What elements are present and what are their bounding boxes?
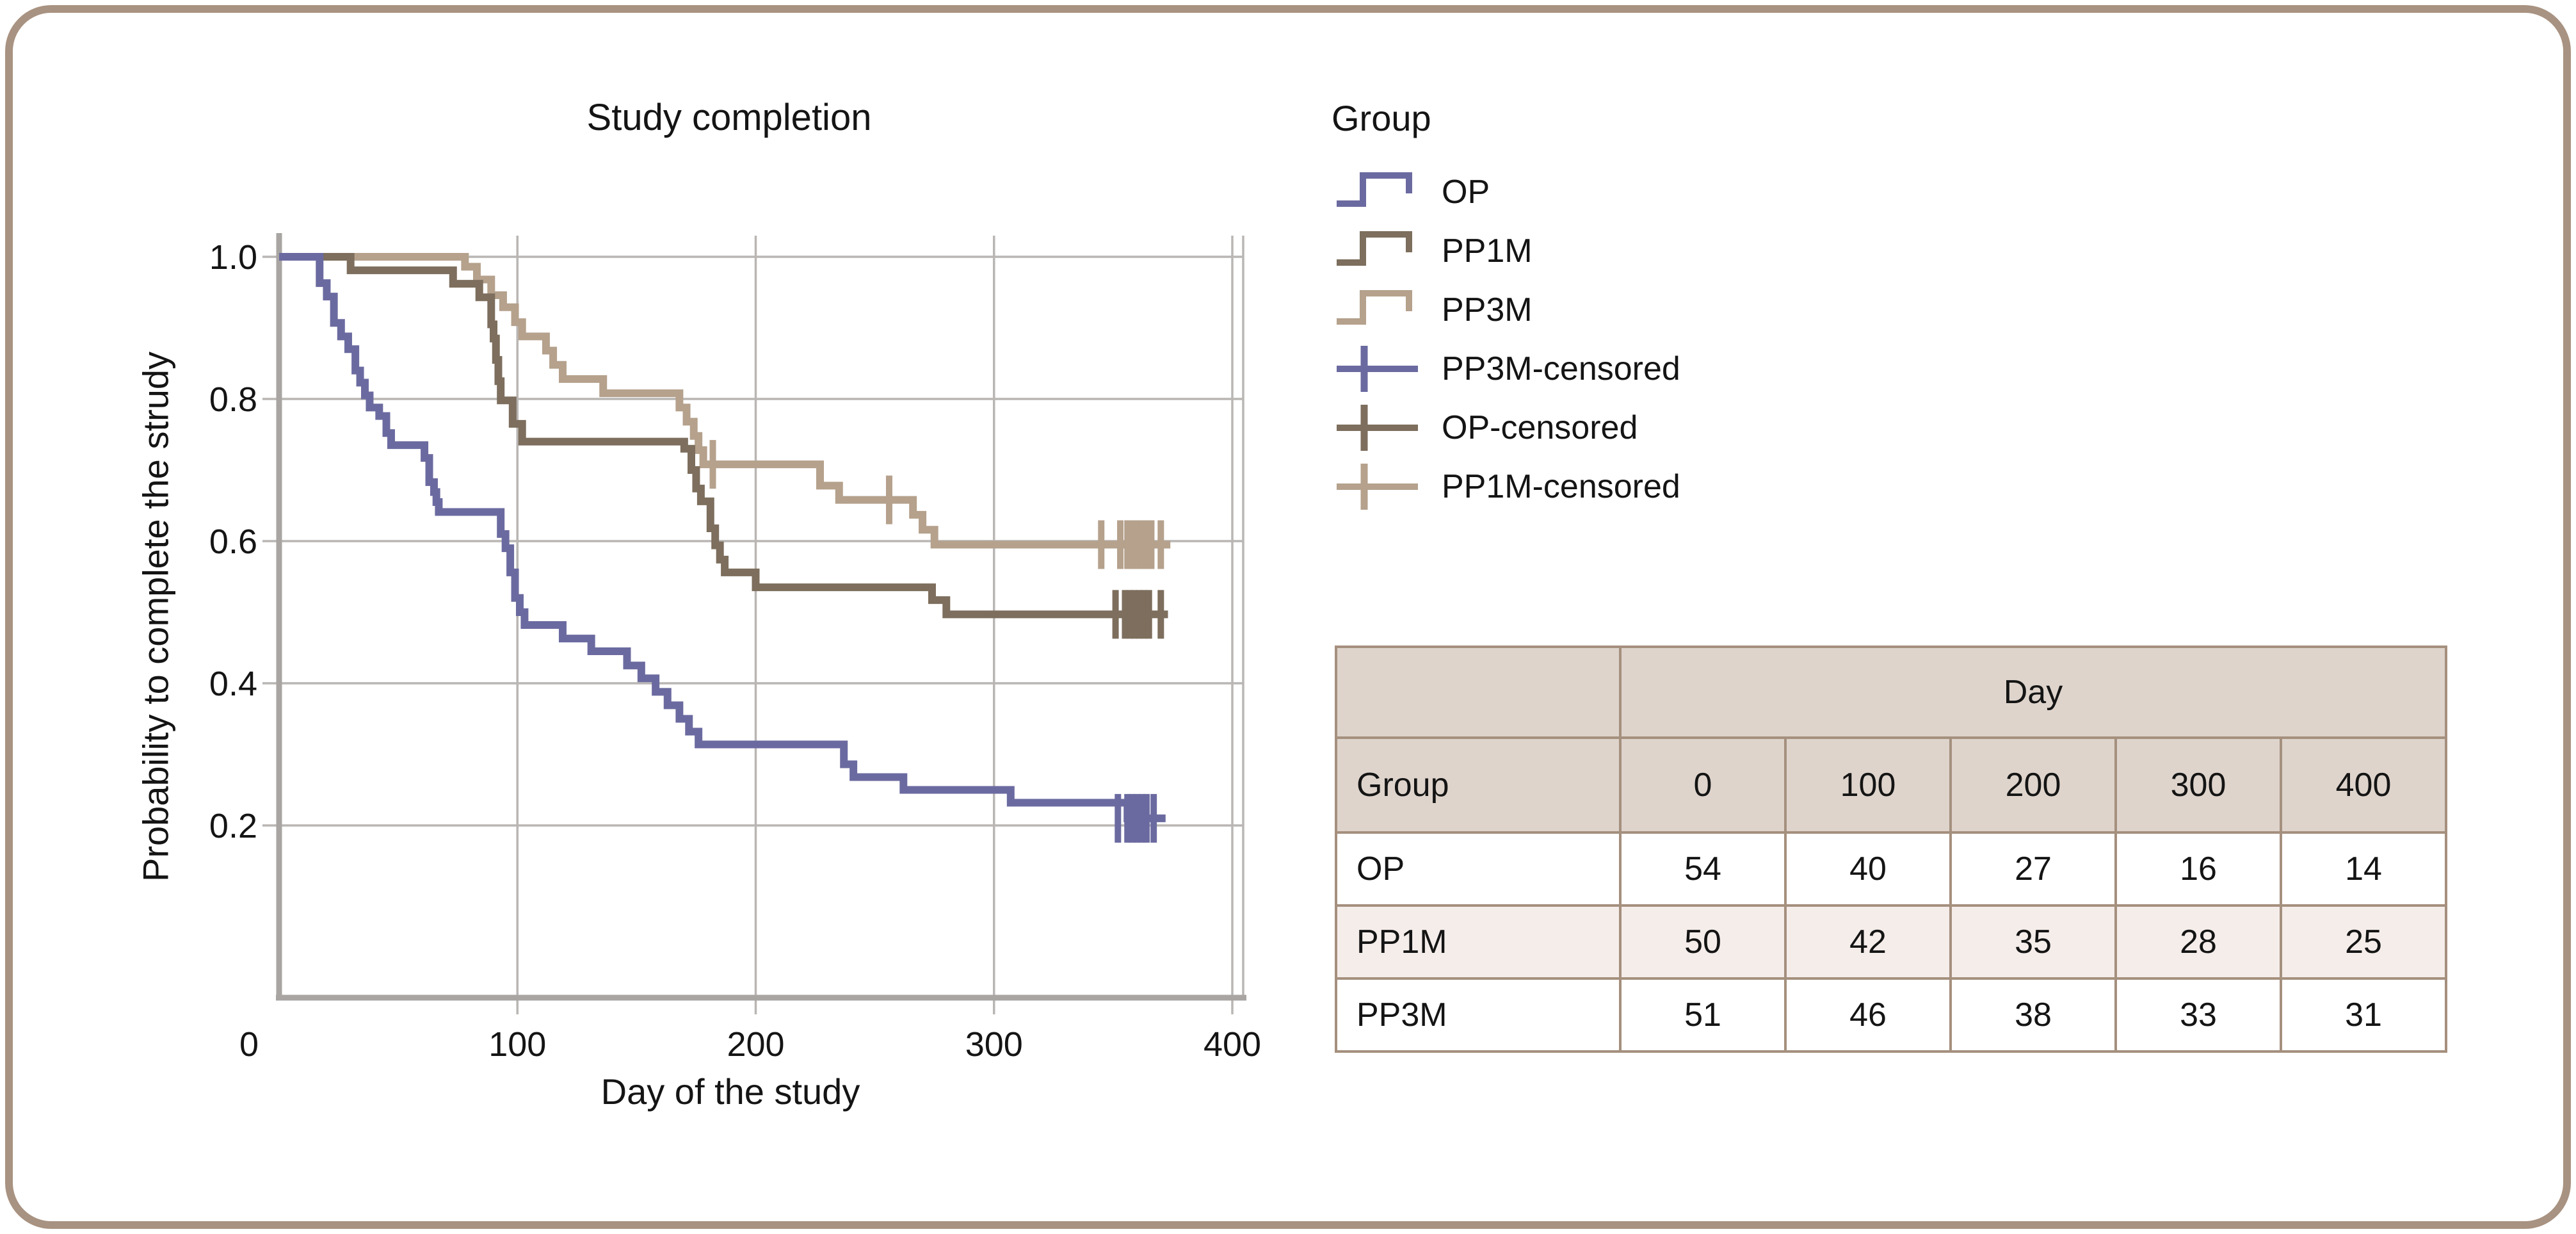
table-value-cell: 46 [1784,977,1952,1053]
x-tick-label: 100 [488,1025,546,1064]
legend-item-label: PP3M [1442,291,1533,329]
table-value-cell: 16 [2114,831,2282,907]
km-curve-PP1M [279,253,1168,619]
table-group-header: Group [1335,736,1622,834]
legend-item-OP: OP [1335,165,1490,219]
table-value-cell: 40 [1784,831,1952,907]
legend-item-OP-censored: OP-censored [1335,401,1638,455]
censored-plus-swatch [1337,346,1418,392]
table-row-OP: OP 54 40 27 16 14 [1335,831,2447,907]
y-tick-label: 0.6 [209,523,257,561]
table-row-PP1M: PP1M 50 42 35 28 25 [1335,904,2447,980]
table-row-PP3M: PP3M 51 46 38 33 31 [1335,977,2447,1053]
table-day-column-header: 200 [1949,736,2117,834]
table-value-cell: 50 [1619,904,1787,980]
table-value-cell: 27 [1949,831,2117,907]
x-tick-label: 300 [965,1025,1023,1064]
step-line-swatch [1337,231,1412,266]
legend-item-PP1M-censored: PP1M-censored [1335,460,1680,514]
table-day-column-header: 300 [2114,736,2282,834]
step-line-swatch [1337,290,1412,325]
x-tick-label: 200 [727,1025,784,1064]
km-curve-OP [279,253,1166,822]
x-tick-label: 400 [1203,1025,1261,1064]
y-axis-title: Probability to complete the strudy [135,352,176,882]
number-at-risk-table: Day Group 0 100 200 300 400 OP 54 40 27 16 14 PP1M 50 4… [1335,645,2447,1053]
table-value-cell: 14 [2280,831,2447,907]
number-at-risk-table-wrap: Day Group 0 100 200 300 400 OP 54 40 27 16 14 PP1M 50 4… [1335,645,2447,1053]
table-group-cell: OP [1335,831,1622,907]
table-corner-cell [1335,645,1622,739]
legend-item-label: OP-censored [1442,409,1638,446]
table-value-cell: 25 [2280,904,2447,980]
table-value-cell: 38 [1949,977,2117,1053]
censored-plus-swatch [1337,405,1418,451]
table-day-header: Day [1619,645,2447,739]
table-value-cell: 33 [2114,977,2282,1053]
legend-item-PP3M-censored: PP3M-censored [1335,342,1680,396]
y-tick-label: 1.0 [209,238,257,277]
table-value-cell: 28 [2114,904,2282,980]
table-value-cell: 42 [1784,904,1952,980]
y-tick-label: 0.8 [209,380,257,419]
x-axis-title: Day of the study [600,1071,860,1112]
legend-item-label: PP1M-censored [1442,468,1680,505]
table-day-column-header: 100 [1784,736,1952,834]
legend-item-label: PP1M [1442,232,1533,270]
table-group-cell: PP3M [1335,977,1622,1053]
chart-title: Study completion [586,97,872,138]
legend-title: Group [1332,98,1431,138]
km-curve-PP3M [279,253,1171,549]
table-day-column-header: 400 [2280,736,2447,834]
censored-plus-swatch [1337,464,1418,510]
table-day-column-header: 0 [1619,736,1787,834]
table-value-cell: 51 [1619,977,1787,1053]
table-group-cell: PP1M [1335,904,1622,980]
table-value-cell: 54 [1619,831,1787,907]
legend-item-PP1M: PP1M [1335,224,1533,278]
y-tick-label: 0.4 [209,665,257,703]
legend-item-label: PP3M-censored [1442,350,1680,387]
legend-item-PP3M: PP3M [1335,283,1533,337]
y-tick-label: 0.2 [209,807,257,845]
table-value-cell: 31 [2280,977,2447,1053]
table-value-cell: 35 [1949,904,2117,980]
card-frame [5,5,2571,1229]
legend-item-label: OP [1442,174,1490,211]
step-line-swatch [1337,172,1412,207]
x-tick-label: 0 [239,1025,259,1064]
